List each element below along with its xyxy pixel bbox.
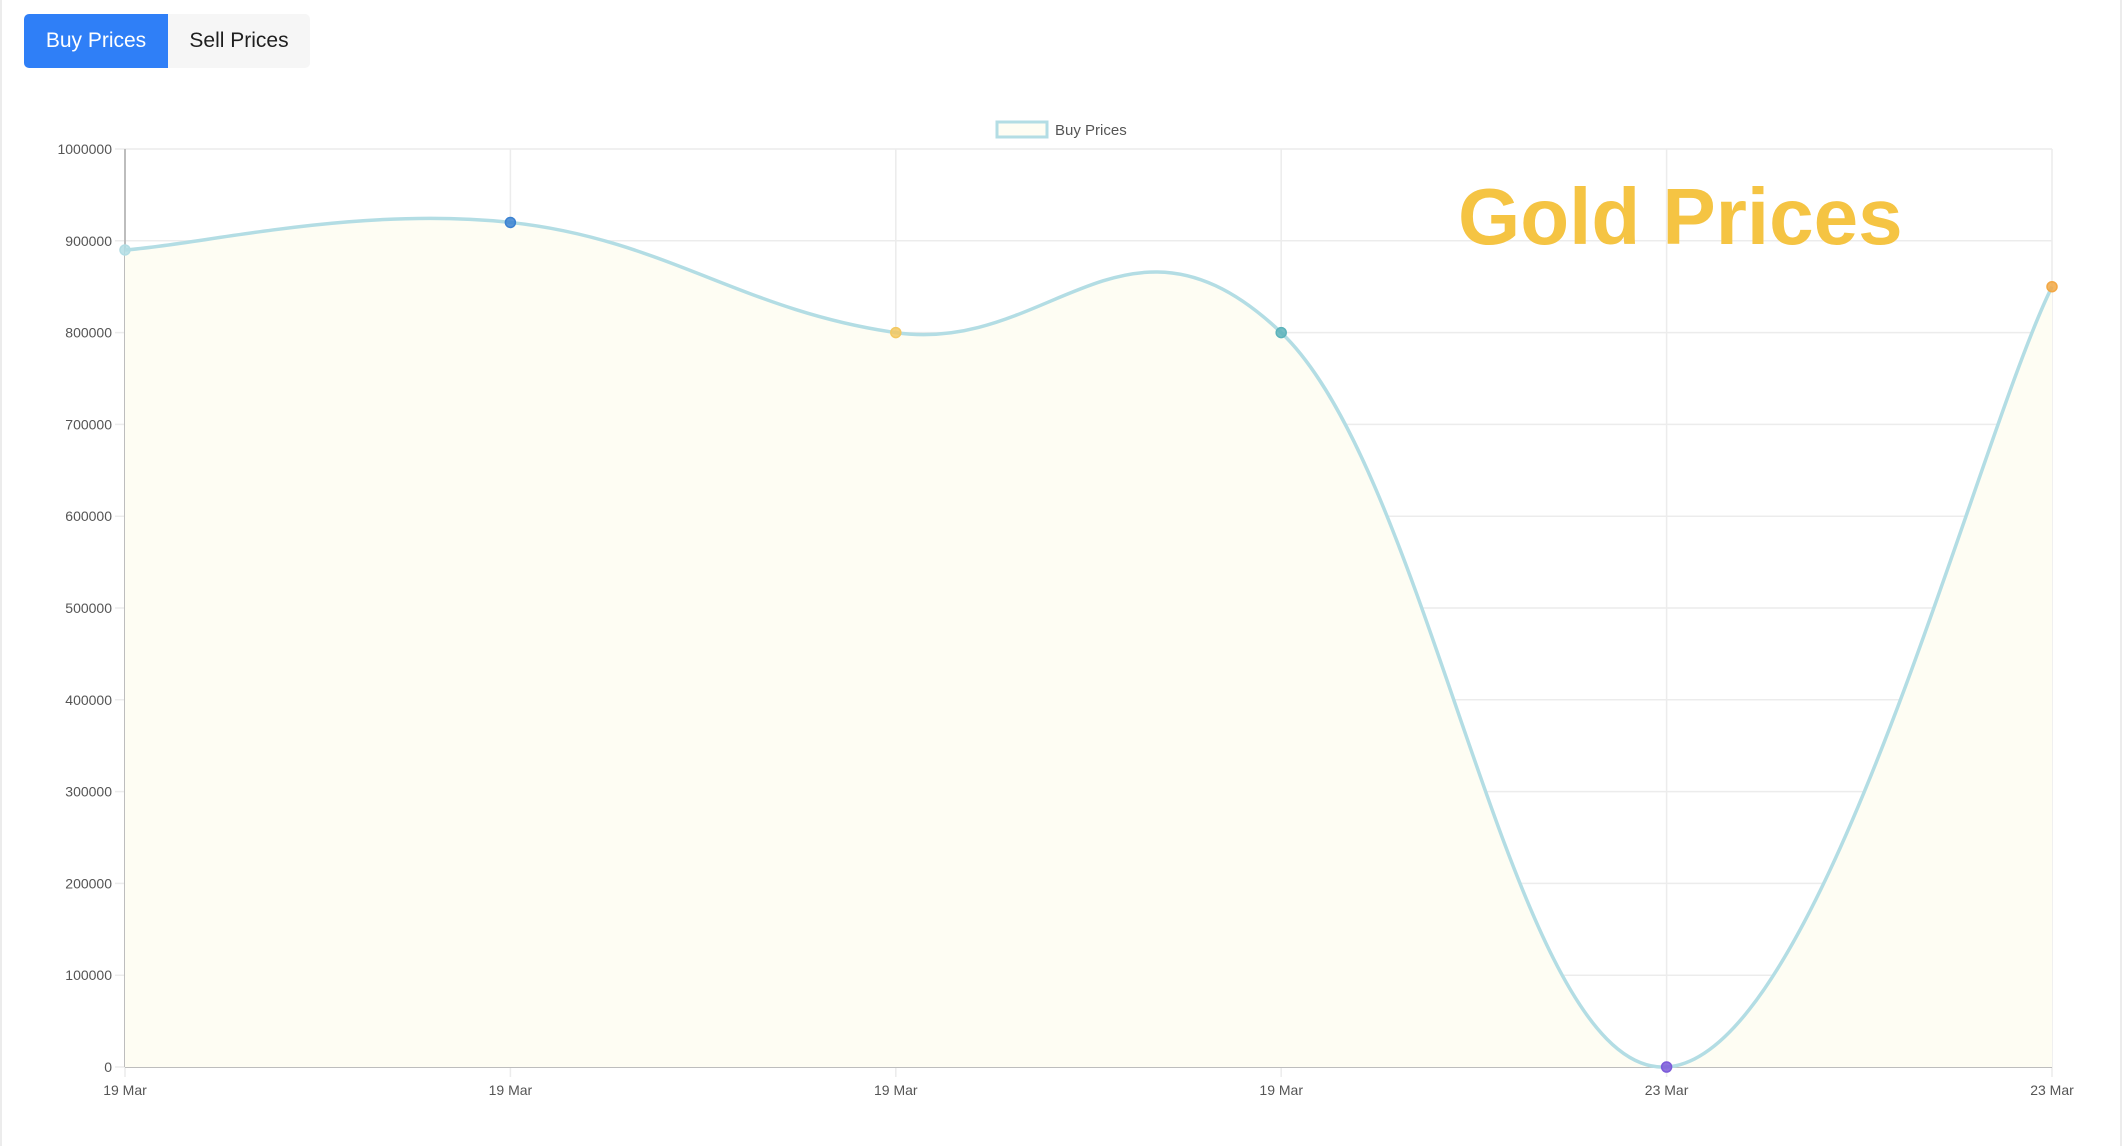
x-tick-label: 19 Mar xyxy=(489,1082,533,1098)
x-tick-label: 19 Mar xyxy=(103,1082,147,1098)
data-point xyxy=(1660,1061,1673,1073)
data-point xyxy=(119,244,131,256)
data-point xyxy=(504,216,517,229)
legend-label: Buy Prices xyxy=(1055,122,1127,139)
chart-title: Gold Prices xyxy=(1458,172,1903,261)
price-tabs: Buy Prices Sell Prices xyxy=(24,14,310,68)
y-tick-label: 1000000 xyxy=(57,141,112,157)
x-tick-label: 23 Mar xyxy=(2030,1082,2074,1098)
y-tick-label: 100000 xyxy=(65,967,112,983)
point-layer xyxy=(119,216,2058,1073)
y-tick-label: 400000 xyxy=(65,692,112,708)
tab-sell-prices[interactable]: Sell Prices xyxy=(168,14,310,68)
data-point xyxy=(890,326,902,339)
y-tick-label: 500000 xyxy=(65,600,112,616)
legend-swatch xyxy=(995,120,1049,139)
data-point xyxy=(2046,280,2058,293)
y-tick-label: 700000 xyxy=(65,416,112,432)
y-tick-label: 0 xyxy=(104,1059,112,1075)
legend[interactable]: Buy Prices xyxy=(995,120,1127,139)
y-tick-label: 900000 xyxy=(65,233,112,249)
area-layer xyxy=(125,218,2052,1068)
y-tick-label: 200000 xyxy=(65,875,112,891)
data-point xyxy=(1275,326,1287,339)
x-tick-label: 19 Mar xyxy=(874,1082,918,1098)
x-tick-label: 23 Mar xyxy=(1645,1082,1689,1098)
x-tick-label: 19 Mar xyxy=(1259,1082,1303,1098)
tick-layer: 0 100000 200000 300000 400000 500000 600000 700… xyxy=(57,141,2074,1098)
y-tick-label: 300000 xyxy=(65,784,112,800)
series-area-buy-prices xyxy=(125,218,2052,1068)
y-tick-label: 600000 xyxy=(65,508,112,524)
tab-buy-prices[interactable]: Buy Prices xyxy=(24,14,168,68)
y-tick-label: 800000 xyxy=(65,325,112,341)
